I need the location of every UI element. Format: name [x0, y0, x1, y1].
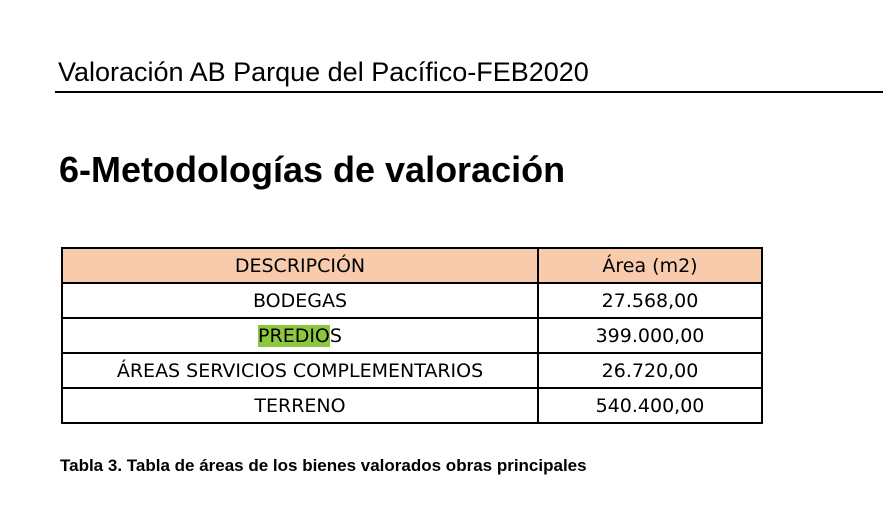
row-area: 399.000,00: [537, 317, 763, 354]
table-row: BODEGAS 27.568,00: [61, 282, 763, 319]
table-row: TERRENO 540.400,00: [61, 387, 763, 424]
running-header: Valoración AB Parque del Pacífico-FEB202…: [58, 57, 589, 87]
table-row: ÁREAS SERVICIOS COMPLEMENTARIOS 26.720,0…: [61, 352, 763, 389]
row-description: BODEGAS: [61, 282, 539, 319]
table-row: PREDIOS 399.000,00: [61, 317, 763, 354]
table-caption: Tabla 3. Tabla de áreas de los bienes va…: [60, 456, 587, 475]
highlighted-text: PREDIO: [258, 324, 330, 347]
row-description: PREDIOS: [61, 317, 539, 354]
row-area: 540.400,00: [537, 387, 763, 424]
row-area: 26.720,00: [537, 352, 763, 389]
column-header-area: Área (m2): [537, 247, 763, 284]
areas-table: DESCRIPCIÓN Área (m2) BODEGAS 27.568,00 …: [61, 247, 763, 424]
section-heading: 6-Metodologías de valoración: [59, 149, 566, 190]
header-rule: [55, 91, 883, 93]
table-header-row: DESCRIPCIÓN Área (m2): [61, 247, 763, 284]
column-header-description: DESCRIPCIÓN: [61, 247, 539, 284]
row-description: TERRENO: [61, 387, 539, 424]
row-description: ÁREAS SERVICIOS COMPLEMENTARIOS: [61, 352, 539, 389]
row-area: 27.568,00: [537, 282, 763, 319]
row-description-rest: S: [329, 324, 342, 347]
